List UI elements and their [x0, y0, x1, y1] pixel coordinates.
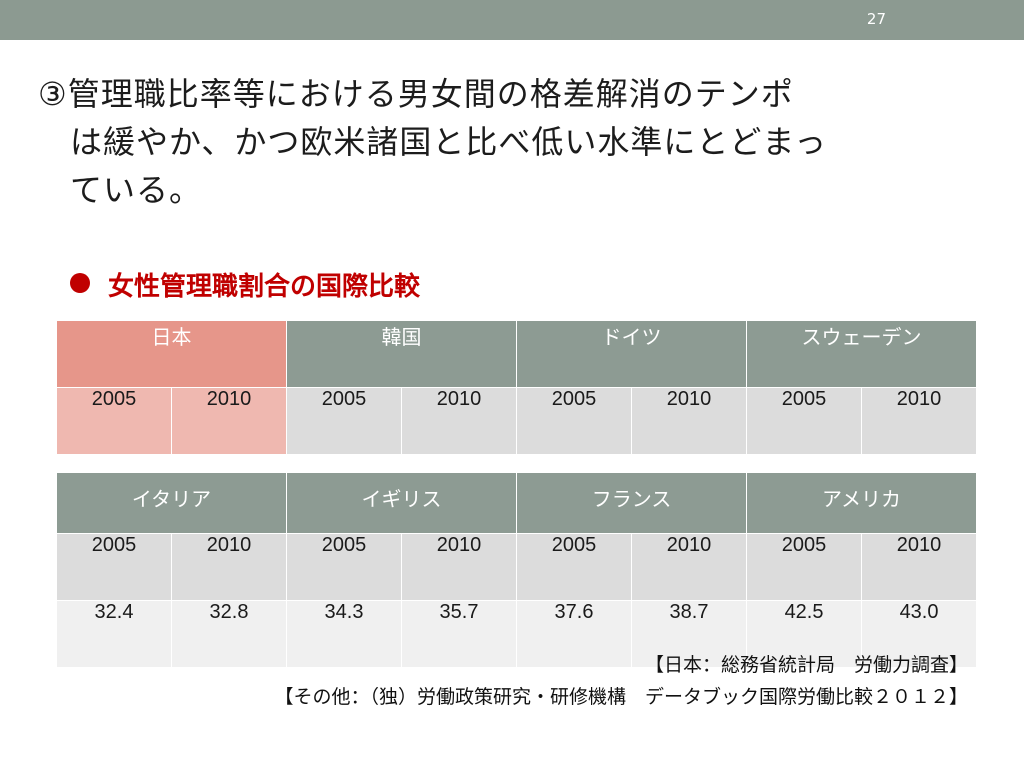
year-cell: 2005 [56, 387, 172, 455]
year-cell: 2010 [401, 533, 518, 601]
value-cell: 37.6 [516, 600, 633, 668]
year-cell: 2005 [286, 387, 402, 455]
year-cell: 2010 [631, 533, 748, 601]
year-cell: 2005 [286, 533, 403, 601]
country-header-korea: 韓国 [286, 320, 517, 388]
year-cell: 2010 [861, 387, 977, 455]
value-cell: 32.8 [170, 600, 288, 668]
heading-line-3: ている。 [70, 171, 203, 209]
year-cell: 2005 [516, 387, 632, 455]
year-cell: 2005 [56, 533, 172, 601]
year-cell: 2010 [861, 533, 978, 601]
country-header-japan: 日本 [56, 320, 287, 388]
year-cell: 2010 [170, 533, 288, 601]
year-cell: 2005 [746, 387, 862, 455]
value-cell: 43.0 [861, 600, 978, 668]
bullet-title: 女性管理職割合の国際比較 [70, 266, 420, 303]
heading-line-1: ③管理職比率等における男女間の格差解消のテンポ [38, 75, 794, 113]
year-cell: 2010 [171, 387, 287, 455]
comparison-table-1: 日本 韓国 ドイツ スウェーデン 2005 2010 2005 2010 200… [56, 320, 977, 455]
source-japan: 【日本：総務省統計局 労働力調査】 [644, 654, 968, 676]
top-bar: 27 [0, 0, 1024, 40]
country-header-uk: イギリス [286, 472, 518, 534]
year-cell: 2010 [631, 387, 747, 455]
source-others: 【その他：（独）労働政策研究・研修機構 データブック国際労働比較２０１２】 [274, 686, 968, 708]
value-cell: 34.3 [286, 600, 403, 668]
slide-heading: ③管理職比率等における男女間の格差解消のテンポ は緩やか、かつ欧米諸国と比べ低い… [38, 70, 978, 214]
page-number: 27 [866, 10, 886, 28]
value-cell: 35.7 [401, 600, 518, 668]
bullet-dot-icon [70, 273, 90, 293]
bullet-title-text: 女性管理職割合の国際比較 [108, 272, 421, 302]
heading-line-2: は緩やか、かつ欧米諸国と比べ低い水準にとどまっ [70, 123, 828, 161]
country-header-italy: イタリア [55, 472, 288, 534]
value-cell: 32.4 [56, 600, 172, 668]
comparison-table-2: イタリア イギリス フランス アメリカ 2005 2010 2005 2010 … [55, 472, 978, 668]
country-header-germany: ドイツ [516, 320, 747, 388]
year-cell: 2005 [746, 533, 863, 601]
country-header-sweden: スウェーデン [746, 320, 977, 388]
year-cell: 2005 [516, 533, 633, 601]
year-cell: 2010 [401, 387, 517, 455]
value-cell: 38.7 [631, 600, 748, 668]
country-header-france: フランス [516, 472, 748, 534]
country-header-usa: アメリカ [746, 472, 978, 534]
